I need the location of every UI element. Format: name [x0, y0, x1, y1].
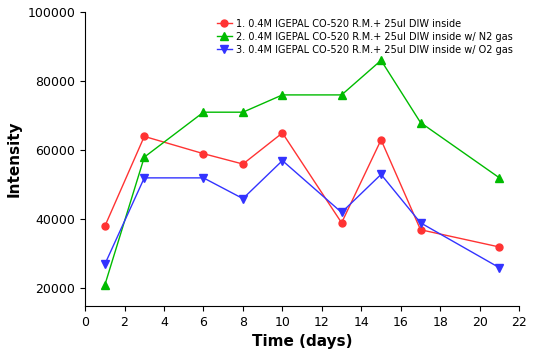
1. 0.4M IGEPAL CO-520 R.M.+ 25ul DIW inside: [418, 227, 424, 232]
3. 0.4M IGEPAL CO-520 R.M.+ 25ul DIW inside w/ O2 gas: [418, 221, 424, 225]
2. 0.4M IGEPAL CO-520 R.M.+ 25ul DIW inside w/ N2 gas: [378, 58, 384, 62]
1. 0.4M IGEPAL CO-520 R.M.+ 25ul DIW inside: [101, 224, 108, 229]
3. 0.4M IGEPAL CO-520 R.M.+ 25ul DIW inside w/ O2 gas: [339, 210, 345, 215]
3. 0.4M IGEPAL CO-520 R.M.+ 25ul DIW inside w/ O2 gas: [101, 262, 108, 266]
Line: 2. 0.4M IGEPAL CO-520 R.M.+ 25ul DIW inside w/ N2 gas: 2. 0.4M IGEPAL CO-520 R.M.+ 25ul DIW ins…: [101, 56, 504, 289]
Line: 3. 0.4M IGEPAL CO-520 R.M.+ 25ul DIW inside w/ O2 gas: 3. 0.4M IGEPAL CO-520 R.M.+ 25ul DIW ins…: [101, 156, 504, 272]
1. 0.4M IGEPAL CO-520 R.M.+ 25ul DIW inside: [141, 134, 147, 138]
X-axis label: Time (days): Time (days): [252, 334, 352, 349]
Line: 1. 0.4M IGEPAL CO-520 R.M.+ 25ul DIW inside: 1. 0.4M IGEPAL CO-520 R.M.+ 25ul DIW ins…: [101, 130, 503, 251]
3. 0.4M IGEPAL CO-520 R.M.+ 25ul DIW inside w/ O2 gas: [279, 158, 286, 163]
2. 0.4M IGEPAL CO-520 R.M.+ 25ul DIW inside w/ N2 gas: [339, 93, 345, 97]
2. 0.4M IGEPAL CO-520 R.M.+ 25ul DIW inside w/ N2 gas: [101, 283, 108, 287]
2. 0.4M IGEPAL CO-520 R.M.+ 25ul DIW inside w/ N2 gas: [200, 110, 207, 114]
3. 0.4M IGEPAL CO-520 R.M.+ 25ul DIW inside w/ O2 gas: [200, 176, 207, 180]
3. 0.4M IGEPAL CO-520 R.M.+ 25ul DIW inside w/ O2 gas: [378, 172, 384, 177]
1. 0.4M IGEPAL CO-520 R.M.+ 25ul DIW inside: [496, 245, 502, 249]
2. 0.4M IGEPAL CO-520 R.M.+ 25ul DIW inside w/ N2 gas: [240, 110, 246, 114]
1. 0.4M IGEPAL CO-520 R.M.+ 25ul DIW inside: [279, 131, 286, 135]
2. 0.4M IGEPAL CO-520 R.M.+ 25ul DIW inside w/ N2 gas: [418, 120, 424, 125]
1. 0.4M IGEPAL CO-520 R.M.+ 25ul DIW inside: [339, 221, 345, 225]
1. 0.4M IGEPAL CO-520 R.M.+ 25ul DIW inside: [240, 162, 246, 166]
2. 0.4M IGEPAL CO-520 R.M.+ 25ul DIW inside w/ N2 gas: [279, 93, 286, 97]
3. 0.4M IGEPAL CO-520 R.M.+ 25ul DIW inside w/ O2 gas: [141, 176, 147, 180]
2. 0.4M IGEPAL CO-520 R.M.+ 25ul DIW inside w/ N2 gas: [496, 176, 502, 180]
2. 0.4M IGEPAL CO-520 R.M.+ 25ul DIW inside w/ N2 gas: [141, 155, 147, 159]
Legend: 1. 0.4M IGEPAL CO-520 R.M.+ 25ul DIW inside, 2. 0.4M IGEPAL CO-520 R.M.+ 25ul DI: 1. 0.4M IGEPAL CO-520 R.M.+ 25ul DIW ins…: [215, 17, 514, 57]
Y-axis label: Intensity: Intensity: [7, 121, 22, 197]
1. 0.4M IGEPAL CO-520 R.M.+ 25ul DIW inside: [378, 138, 384, 142]
3. 0.4M IGEPAL CO-520 R.M.+ 25ul DIW inside w/ O2 gas: [496, 266, 502, 270]
1. 0.4M IGEPAL CO-520 R.M.+ 25ul DIW inside: [200, 152, 207, 156]
3. 0.4M IGEPAL CO-520 R.M.+ 25ul DIW inside w/ O2 gas: [240, 197, 246, 201]
